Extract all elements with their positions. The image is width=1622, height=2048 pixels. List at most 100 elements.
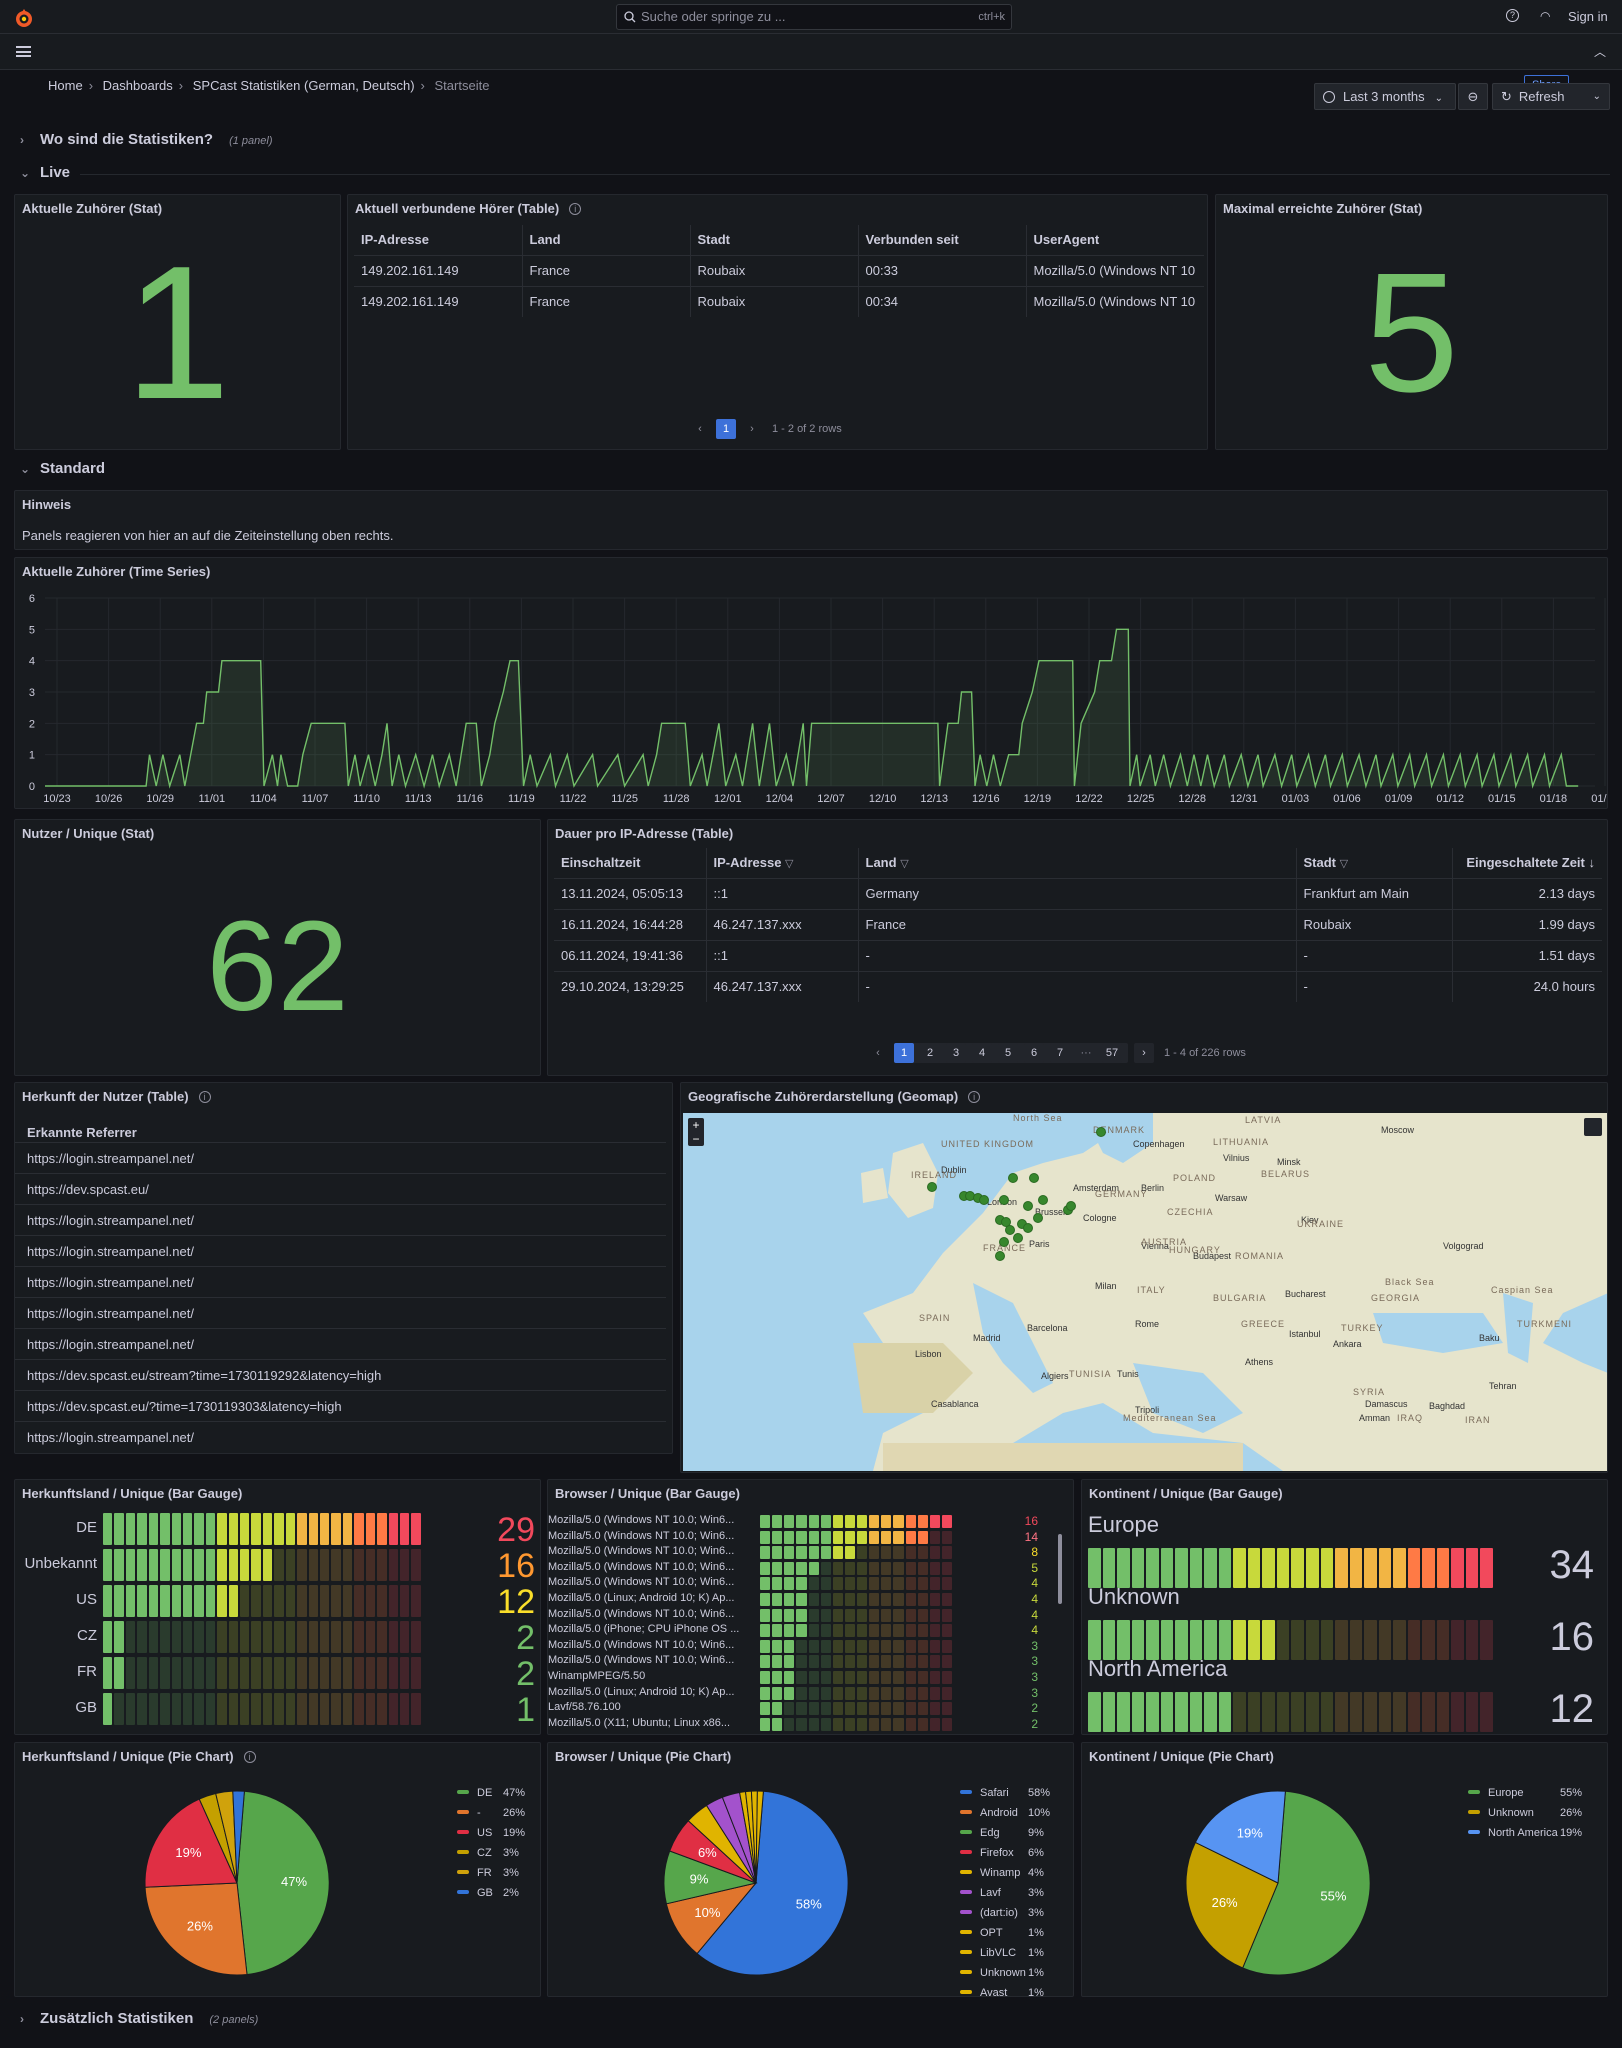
column-header[interactable]: Einschaltzeit	[561, 855, 641, 871]
pie-slice[interactable]	[755, 1790, 764, 1884]
gauge-bar[interactable]	[760, 1561, 952, 1575]
page-button[interactable]: 4	[972, 1043, 992, 1063]
page-button[interactable]: 5	[998, 1043, 1018, 1063]
filter-icon[interactable]: ▽	[900, 858, 909, 871]
pie-slice[interactable]	[1185, 1841, 1279, 1969]
legend-item[interactable]: - 26%	[457, 1803, 525, 1823]
gauge-bar[interactable]	[103, 1513, 421, 1545]
legend-item[interactable]: Unknown 26%	[1468, 1803, 1582, 1823]
page-button[interactable]: 7	[1050, 1043, 1070, 1063]
gauge-bar[interactable]	[760, 1686, 952, 1700]
country-pie-chart[interactable]: 47% 26% 19%	[15, 1743, 541, 1997]
row-wo-sind[interactable]: › Wo sind die Statistiken? (1 panel)	[20, 131, 273, 148]
page-button[interactable]: 3	[946, 1043, 966, 1063]
gauge-bar[interactable]	[103, 1693, 421, 1725]
column-header[interactable]: Erkannte Referrer	[27, 1125, 137, 1140]
gauge-bar[interactable]	[760, 1608, 952, 1622]
listener-location-marker[interactable]	[927, 1182, 937, 1192]
gauge-bar[interactable]	[760, 1655, 952, 1669]
listener-location-marker[interactable]	[979, 1195, 989, 1205]
legend-item[interactable]: Winamp 4%	[960, 1863, 1050, 1883]
refresh-interval-chevron-icon[interactable]: ⌄	[1592, 91, 1601, 102]
column-header[interactable]: Verbunden seit	[857, 225, 1026, 255]
continent-pie-chart[interactable]: 55% 26% 19%	[1082, 1743, 1608, 1997]
info-icon[interactable]: i	[968, 1091, 981, 1103]
zoom-out-button[interactable]: ⊖	[1458, 83, 1488, 110]
pie-slice[interactable]	[144, 1882, 248, 1976]
pie-slice[interactable]	[236, 1790, 330, 1976]
legend-item[interactable]: Lavf 3%	[960, 1883, 1050, 1903]
gauge-bar[interactable]	[760, 1577, 952, 1591]
row-standard[interactable]: ⌄ Standard	[20, 460, 105, 477]
page-button[interactable]: 1	[716, 419, 736, 439]
pie-slice[interactable]	[232, 1790, 245, 1884]
legend-item[interactable]: US 19%	[457, 1823, 525, 1843]
zoom-out-button[interactable]: −	[692, 1132, 700, 1146]
gauge-bar[interactable]	[1088, 1548, 1493, 1588]
gauge-bar[interactable]	[760, 1530, 952, 1544]
legend-item[interactable]: Avast 1%	[960, 1983, 1050, 1996]
legend-item[interactable]: OPT 1%	[960, 1923, 1050, 1943]
legend-item[interactable]: LibVLC 1%	[960, 1943, 1050, 1963]
gauge-bar[interactable]	[760, 1546, 952, 1560]
prev-page-button[interactable]: ‹	[698, 423, 702, 435]
gauge-bar[interactable]	[103, 1549, 421, 1581]
grafana-logo-icon[interactable]	[13, 7, 35, 29]
filter-icon[interactable]: ▽	[1339, 858, 1349, 871]
refresh-button[interactable]: ↻ Refresh ⌄	[1492, 83, 1610, 110]
info-icon[interactable]: i	[569, 203, 582, 215]
menu-icon[interactable]	[16, 46, 31, 57]
collapse-chevron-icon[interactable]: ︿	[1594, 45, 1607, 59]
listener-location-marker[interactable]	[995, 1251, 1005, 1261]
column-header[interactable]: Land	[521, 225, 690, 255]
legend-item[interactable]: GB 2%	[457, 1883, 525, 1903]
gauge-bar[interactable]	[760, 1717, 952, 1731]
time-picker-button[interactable]: Last 3 months ⌄	[1314, 83, 1456, 110]
page-button[interactable]: 57	[1102, 1043, 1122, 1063]
legend-item[interactable]: Android 10%	[960, 1803, 1050, 1823]
legend-item[interactable]: Edg 9%	[960, 1823, 1050, 1843]
listener-location-marker[interactable]	[999, 1195, 1009, 1205]
gauge-bar[interactable]	[760, 1671, 952, 1684]
help-icon[interactable]: ?	[1506, 9, 1519, 22]
column-header[interactable]: IP-Adresse	[361, 232, 429, 248]
rss-icon[interactable]: ◠	[1540, 9, 1551, 23]
gauge-bar[interactable]	[760, 1515, 952, 1528]
gauge-bar[interactable]	[1088, 1692, 1493, 1732]
column-header[interactable]: UserAgent	[1025, 225, 1204, 255]
gauge-bar[interactable]	[103, 1621, 421, 1653]
column-header[interactable]: Eingeschaltete Zeit ↓	[1451, 848, 1602, 878]
listener-location-marker[interactable]	[1033, 1213, 1043, 1223]
listener-location-marker[interactable]	[1005, 1225, 1015, 1235]
legend-item[interactable]: (dart:io) 3%	[960, 1903, 1050, 1923]
breadcrumb-home[interactable]: Home	[48, 78, 83, 93]
gauge-bar[interactable]	[760, 1639, 952, 1653]
prev-page-button[interactable]: ‹	[876, 1047, 880, 1059]
column-header[interactable]: IP-Adresse ▽	[705, 848, 858, 878]
gauge-bar[interactable]	[760, 1624, 952, 1638]
listener-location-marker[interactable]	[1029, 1173, 1039, 1183]
listener-location-marker[interactable]	[1038, 1195, 1048, 1205]
breadcrumb-folder[interactable]: SPCast Statistiken (German, Deutsch)	[192, 78, 415, 93]
legend-item[interactable]: FR 3%	[457, 1863, 525, 1883]
info-icon[interactable]: i	[198, 1091, 211, 1103]
listener-location-marker[interactable]	[999, 1237, 1009, 1247]
scrollbar[interactable]	[1056, 1520, 1064, 1730]
map-view[interactable]: Moscow Copenhagen Vilnius Minsk Dublin Amster…	[683, 1113, 1607, 1471]
listener-location-marker[interactable]	[1023, 1201, 1033, 1211]
column-header[interactable]: Stadt	[689, 225, 858, 255]
sign-in-link[interactable]: Sign in	[1568, 9, 1608, 24]
legend-item[interactable]: Safari 58%	[960, 1783, 1050, 1803]
page-button[interactable]: ···	[1080, 1047, 1092, 1059]
listener-location-marker[interactable]	[1008, 1173, 1018, 1183]
next-page-button[interactable]: ›	[1134, 1043, 1154, 1063]
listener-location-marker[interactable]	[1023, 1223, 1033, 1233]
page-button[interactable]: 2	[920, 1043, 940, 1063]
browser-pie-chart[interactable]: 58% 10% 9% 6%	[548, 1743, 1074, 1997]
column-header[interactable]: Land ▽	[857, 848, 1296, 878]
breadcrumb-dashboards[interactable]: Dashboards	[102, 78, 173, 93]
legend-item[interactable]: Unknown 1%	[960, 1963, 1050, 1983]
next-page-button[interactable]: ›	[750, 423, 754, 435]
listener-location-marker[interactable]	[1096, 1127, 1106, 1137]
legend-item[interactable]: CZ 3%	[457, 1843, 525, 1863]
